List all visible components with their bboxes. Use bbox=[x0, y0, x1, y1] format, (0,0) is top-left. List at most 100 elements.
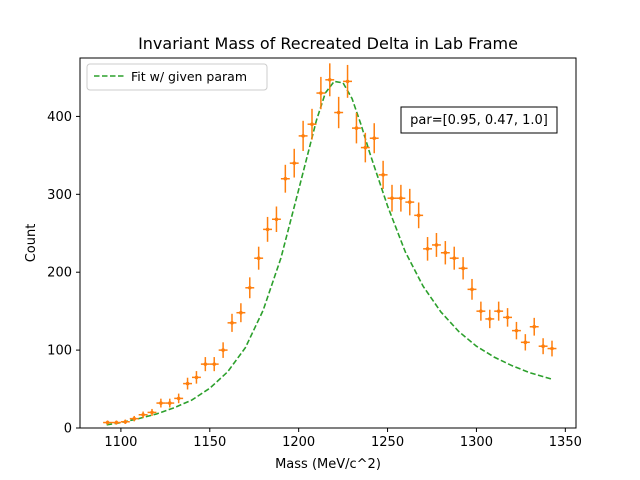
data-point bbox=[494, 301, 504, 321]
x-axis-label: Mass (MeV/c^2) bbox=[275, 457, 381, 472]
data-point bbox=[183, 377, 192, 390]
point-marker bbox=[159, 401, 163, 405]
point-marker bbox=[150, 410, 154, 415]
point-marker bbox=[114, 420, 119, 425]
data-point bbox=[503, 308, 512, 327]
point-marker bbox=[336, 110, 341, 115]
point-marker bbox=[532, 324, 537, 329]
fit-layer bbox=[106, 80, 552, 426]
data-point bbox=[405, 188, 415, 216]
annotation-box bbox=[400, 106, 558, 134]
data-point bbox=[156, 398, 166, 408]
x-tick-label: 1200 bbox=[282, 435, 315, 450]
point-marker bbox=[256, 256, 261, 260]
point-marker bbox=[514, 328, 519, 333]
point-marker bbox=[239, 310, 243, 315]
data-point bbox=[360, 132, 370, 163]
point-marker bbox=[301, 134, 305, 138]
point-marker bbox=[496, 309, 501, 313]
legend-fit-label: Fit w/ given param bbox=[131, 69, 247, 84]
point-marker bbox=[443, 250, 448, 255]
point-marker bbox=[132, 416, 137, 421]
data-point bbox=[458, 257, 468, 280]
point-marker bbox=[292, 161, 297, 165]
point-marker bbox=[479, 309, 483, 313]
data-point bbox=[512, 321, 521, 340]
data-point bbox=[440, 241, 450, 265]
point-marker bbox=[105, 420, 110, 425]
data-point bbox=[325, 63, 335, 97]
data-point bbox=[485, 309, 495, 329]
point-marker bbox=[434, 243, 439, 247]
data-point bbox=[236, 303, 246, 323]
legend: Fit w/ given param bbox=[86, 63, 268, 91]
data-point bbox=[396, 184, 406, 212]
data-point bbox=[352, 112, 361, 144]
data-point bbox=[378, 160, 388, 189]
x-tick-label: 1100 bbox=[104, 435, 137, 450]
data-point bbox=[165, 398, 175, 408]
x-tick-label: 1300 bbox=[460, 435, 493, 450]
data-point bbox=[414, 202, 424, 229]
point-marker bbox=[230, 321, 234, 325]
point-marker bbox=[541, 344, 545, 349]
data-point bbox=[103, 420, 112, 425]
legend-box bbox=[86, 63, 268, 91]
point-marker bbox=[327, 78, 332, 82]
data-point bbox=[174, 393, 184, 404]
data-point bbox=[272, 206, 281, 232]
point-marker bbox=[390, 196, 394, 201]
point-marker bbox=[176, 396, 181, 401]
data-point bbox=[129, 415, 139, 422]
data-point bbox=[280, 164, 290, 193]
point-marker bbox=[354, 126, 359, 130]
data-point bbox=[529, 317, 539, 336]
data-point bbox=[432, 233, 441, 257]
point-marker bbox=[452, 256, 457, 260]
data-point bbox=[245, 277, 255, 299]
point-marker bbox=[123, 419, 128, 424]
x-tick-label: 1350 bbox=[549, 435, 582, 450]
data-point bbox=[316, 76, 326, 110]
data-point bbox=[147, 408, 157, 416]
y-tick-label: 400 bbox=[47, 110, 72, 125]
point-marker bbox=[310, 122, 314, 127]
point-marker bbox=[141, 412, 145, 417]
data-point bbox=[209, 357, 219, 372]
point-marker bbox=[247, 285, 252, 290]
point-marker bbox=[381, 173, 385, 177]
point-marker bbox=[203, 362, 208, 366]
point-marker bbox=[470, 287, 474, 292]
data-point bbox=[369, 123, 379, 154]
data-point bbox=[520, 334, 530, 351]
point-marker bbox=[283, 176, 288, 181]
point-marker bbox=[274, 217, 279, 222]
point-marker bbox=[523, 340, 528, 345]
data-point bbox=[547, 340, 557, 357]
y-tick-label: 300 bbox=[47, 188, 72, 203]
point-marker bbox=[425, 247, 430, 251]
data-point bbox=[449, 246, 459, 270]
data-point bbox=[289, 148, 299, 178]
x-tick-label: 1150 bbox=[193, 435, 226, 450]
point-marker bbox=[265, 227, 270, 232]
point-marker bbox=[505, 315, 510, 320]
point-marker bbox=[461, 266, 465, 271]
point-marker bbox=[194, 375, 199, 380]
point-marker bbox=[185, 381, 190, 386]
y-tick-label: 0 bbox=[64, 422, 72, 437]
fit-curve bbox=[106, 80, 552, 426]
x-tick-label: 1250 bbox=[371, 435, 404, 450]
data-point bbox=[120, 419, 130, 424]
data-point bbox=[298, 120, 308, 151]
point-marker bbox=[372, 136, 377, 141]
data-point bbox=[200, 357, 210, 372]
annotation-text: par=[0.95, 0.47, 1.0] bbox=[410, 113, 548, 128]
data-point bbox=[476, 301, 486, 321]
data-point bbox=[254, 246, 264, 270]
data-point bbox=[334, 96, 344, 129]
point-marker bbox=[167, 401, 172, 405]
point-marker bbox=[399, 196, 403, 201]
point-marker bbox=[416, 213, 421, 218]
